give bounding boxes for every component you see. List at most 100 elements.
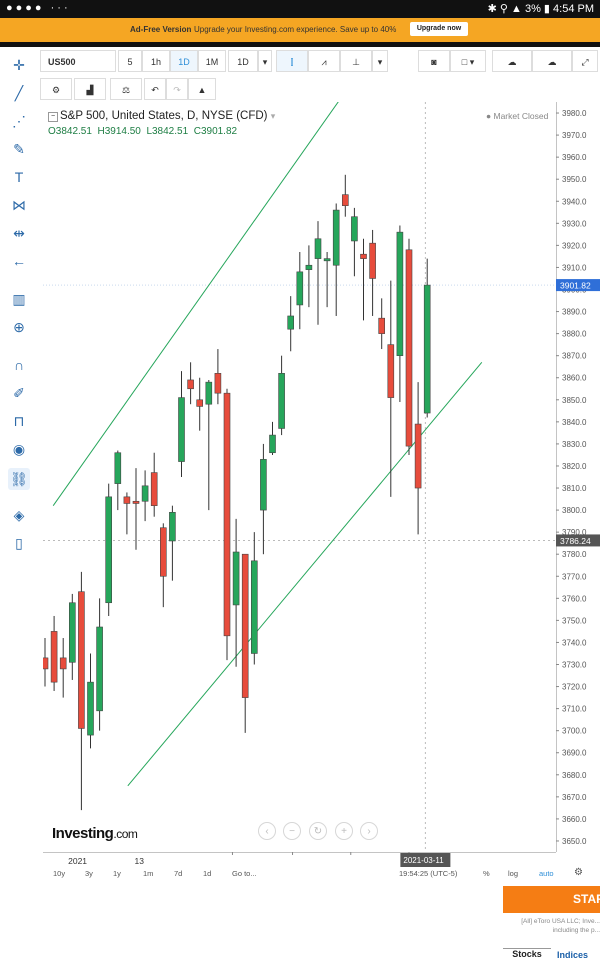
text-icon[interactable]: T bbox=[14, 169, 24, 185]
candle-body bbox=[78, 591, 85, 729]
price-axis[interactable]: 3650.0 3660.0 3670.0 3680.0 3690.0 3700.0 3710… bbox=[556, 102, 600, 852]
y-tick-label: 3910.0 bbox=[562, 263, 587, 272]
ad-title: Ad-Free Version bbox=[130, 25, 192, 34]
zoom-in-icon[interactable]: + bbox=[335, 822, 353, 840]
symbol-input[interactable]: US500 bbox=[40, 50, 116, 72]
interval-select[interactable]: 1D bbox=[228, 50, 258, 72]
range-1y[interactable]: 1y bbox=[113, 869, 121, 878]
range-1d[interactable]: 1d bbox=[203, 869, 212, 878]
ad-banner: Ad-Free Version Upgrade your Investing.c… bbox=[0, 18, 600, 42]
link-icon[interactable]: ⛓ bbox=[8, 468, 30, 490]
chevron-down-icon[interactable]: ▾ bbox=[270, 111, 276, 121]
range-7d[interactable]: 7d bbox=[174, 869, 183, 878]
pencil-lock-icon[interactable]: ✐ bbox=[13, 385, 25, 401]
area-chart-icon[interactable]: ⩘ bbox=[308, 50, 340, 72]
interval-1d[interactable]: 1D bbox=[170, 50, 198, 72]
y-tick-label: 3880.0 bbox=[562, 330, 587, 339]
candle-body bbox=[378, 317, 386, 334]
x-tick-label: 2021 bbox=[68, 856, 87, 866]
candle-body bbox=[387, 344, 395, 398]
candle-body bbox=[251, 560, 258, 654]
collapse-icon[interactable]: − bbox=[48, 112, 58, 122]
ohlc-values: O3842.51 H3914.50 L3842.51 C3901.82 bbox=[48, 126, 237, 137]
y-tick-label: 3940.0 bbox=[562, 197, 587, 206]
range-3y[interactable]: 3y bbox=[85, 869, 93, 878]
back-arrow-icon[interactable]: ← bbox=[12, 253, 26, 269]
candle-body bbox=[414, 423, 422, 489]
reset-icon[interactable]: ↻ bbox=[309, 822, 327, 840]
time-axis[interactable]: 2021 13 2021-03-11 bbox=[43, 852, 556, 868]
candles-icon[interactable]: ⫿ bbox=[276, 50, 308, 72]
candle-body bbox=[132, 500, 140, 504]
chart-title: − S&P 500, United States, D, NYSE (CFD) … bbox=[48, 110, 276, 122]
interval-1h[interactable]: 1h bbox=[142, 50, 170, 72]
candle-body bbox=[214, 373, 222, 394]
zoom-in-icon[interactable]: ⊕ bbox=[13, 319, 25, 335]
chart-toolbar: US500 5 1h 1D 1M 1D ▾ ⫿ ⩘ ⊥ ▾ ◙ □ ▾ ☁ ☁ … bbox=[40, 48, 600, 76]
chevron-down-icon[interactable]: ▾ bbox=[258, 50, 272, 72]
candle-body bbox=[196, 399, 203, 407]
alert-icon[interactable]: ▲ bbox=[188, 78, 216, 100]
lock-icon[interactable]: ⊓ bbox=[13, 413, 25, 429]
y-tick-label: 3890.0 bbox=[562, 308, 587, 317]
ruler-icon[interactable]: ▥ bbox=[12, 291, 26, 307]
cloud-download-icon[interactable]: ☁ bbox=[492, 50, 532, 72]
y-tick-label: 3830.0 bbox=[562, 440, 587, 449]
scroll-right-icon[interactable]: › bbox=[360, 822, 378, 840]
fullscreen-icon[interactable]: ⤢ bbox=[572, 50, 598, 72]
chevron-down-icon[interactable]: ▾ bbox=[372, 50, 388, 72]
redo-icon[interactable]: ↷ bbox=[166, 78, 188, 100]
investing-logo: Investing.com bbox=[52, 825, 138, 842]
drawing-toolbar: ✛ ╱ ⋰ ✎ T ⋈ ⇹ ← ▥ ⊕ ∩ ✐ ⊓ ◉ ⛓ ◈ ▯ bbox=[0, 50, 38, 590]
candle-body bbox=[314, 238, 322, 259]
measure-icon[interactable]: ⇹ bbox=[13, 225, 25, 241]
low-value: L3842.51 bbox=[146, 126, 189, 137]
y-tick-label: 3710.0 bbox=[562, 705, 587, 714]
cloud-upload-icon[interactable]: ☁ bbox=[532, 50, 572, 72]
camera-icon[interactable]: ◙ bbox=[418, 50, 450, 72]
settings-icon[interactable]: ⚙ bbox=[574, 867, 583, 878]
last-price-label-bg bbox=[556, 279, 600, 292]
trendline-icon[interactable]: ╱ bbox=[14, 85, 24, 101]
trash-icon[interactable]: ▯ bbox=[15, 535, 23, 551]
goto-date[interactable]: Go to... bbox=[232, 869, 257, 878]
range-10y[interactable]: 10y bbox=[53, 869, 66, 878]
candle-body bbox=[205, 381, 213, 405]
crosshair-icon[interactable]: ✛ bbox=[13, 57, 25, 73]
tab-indices[interactable]: Indices bbox=[557, 950, 589, 960]
indicators-icon[interactable]: ⊥ bbox=[340, 50, 372, 72]
open-value: O3842.51 bbox=[48, 126, 92, 137]
brush-icon[interactable]: ✎ bbox=[13, 141, 25, 157]
candle-body bbox=[187, 379, 194, 390]
y-tick-label: 3860.0 bbox=[562, 374, 587, 383]
upgrade-button[interactable]: Upgrade now bbox=[410, 22, 468, 36]
candle-body bbox=[296, 271, 304, 306]
auto-toggle[interactable]: auto bbox=[539, 869, 554, 878]
interval-5[interactable]: 5 bbox=[118, 50, 142, 72]
pattern-icon[interactable]: ⋈ bbox=[12, 197, 26, 213]
layers-icon[interactable]: ◈ bbox=[13, 507, 25, 523]
y-tick-label: 3660.0 bbox=[562, 815, 587, 824]
y-tick-label: 3870.0 bbox=[562, 352, 587, 361]
promo-disclaimer: [All] eToro USA LLC; Inve... including t… bbox=[521, 918, 600, 934]
tab-stocks[interactable]: Stocks bbox=[503, 948, 551, 961]
scroll-left-icon[interactable]: ‹ bbox=[258, 822, 276, 840]
compare-icon[interactable]: ⚖ bbox=[110, 78, 142, 100]
crosshair-price-label: 3786.24 bbox=[560, 536, 591, 546]
settings-icon[interactable]: ⚙ bbox=[40, 78, 72, 100]
color-picker-icon[interactable]: □ ▾ bbox=[450, 50, 486, 72]
interval-1m[interactable]: 1M bbox=[198, 50, 226, 72]
undo-icon[interactable]: ↶ bbox=[144, 78, 166, 100]
log-toggle[interactable]: log bbox=[508, 869, 519, 878]
eye-icon[interactable]: ◉ bbox=[12, 441, 26, 457]
fib-icon[interactable]: ⋰ bbox=[12, 113, 26, 129]
candle-body bbox=[59, 657, 67, 670]
zoom-out-icon[interactable]: − bbox=[283, 822, 301, 840]
indicators-icon[interactable]: ▟ bbox=[74, 78, 106, 100]
start-trading-button[interactable]: STAR bbox=[503, 886, 600, 913]
range-1m[interactable]: 1m bbox=[143, 869, 154, 878]
y-tick-label: 3970.0 bbox=[562, 131, 587, 140]
percent-toggle[interactable]: % bbox=[483, 869, 490, 878]
price-chart[interactable] bbox=[43, 102, 556, 852]
magnet-icon[interactable]: ∩ bbox=[13, 357, 25, 373]
